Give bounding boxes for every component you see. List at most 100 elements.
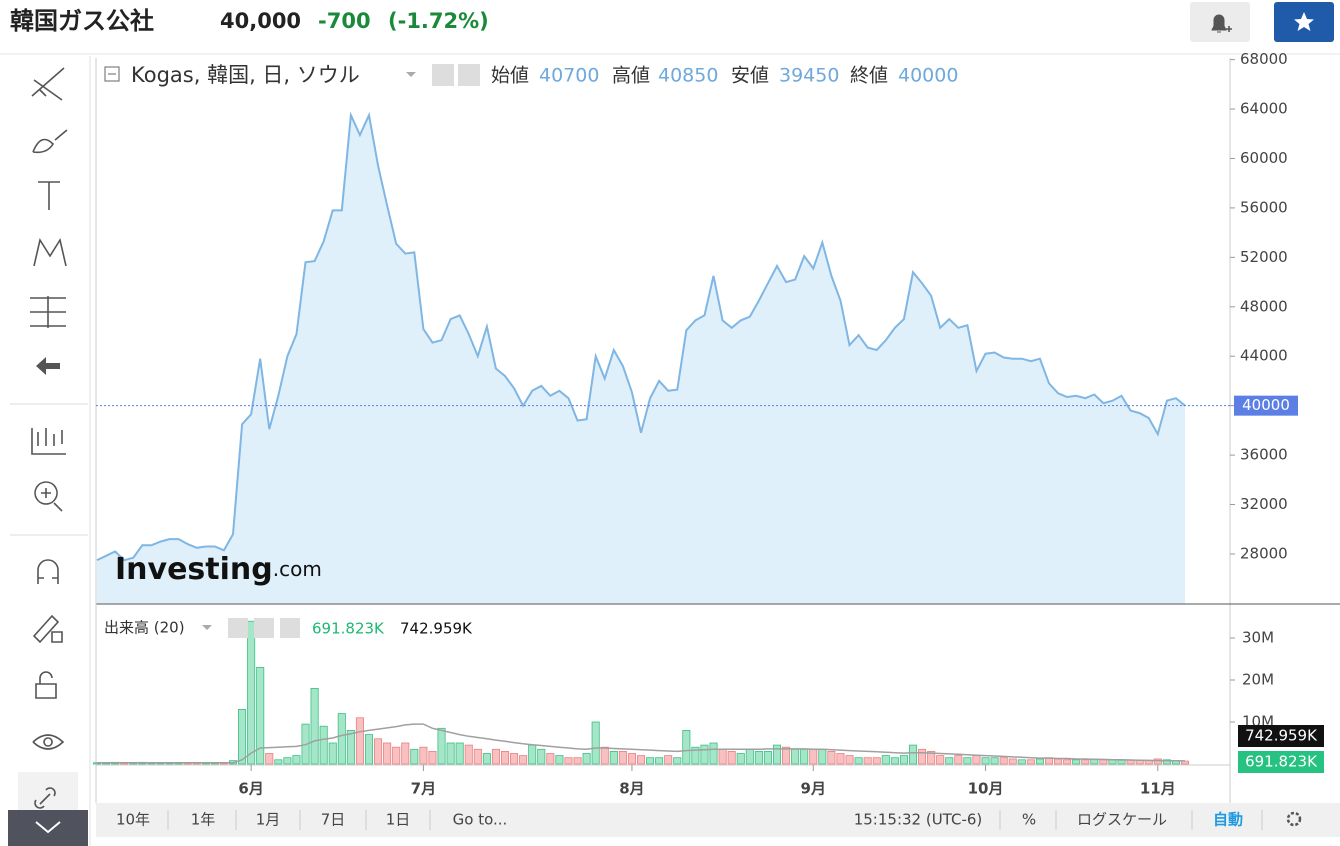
legend-eye[interactable] (432, 64, 454, 86)
volume-bar (265, 753, 274, 765)
visibility-tool[interactable] (32, 734, 65, 750)
volume-bar (1035, 758, 1044, 765)
volume-bar (800, 748, 809, 765)
toolbar-item[interactable]: 自動 (1213, 811, 1243, 829)
x-tick-label: 8月 (619, 780, 644, 798)
toolbar-item[interactable]: 1年 (191, 811, 216, 829)
volume-bar (392, 746, 401, 765)
toolbar-item[interactable]: Go to... (453, 811, 508, 829)
volume-bar (618, 751, 627, 765)
volume-bar (709, 742, 718, 765)
back-tool[interactable] (36, 357, 60, 375)
watchlist-button[interactable] (1274, 2, 1334, 42)
zoom-tool[interactable] (34, 481, 63, 512)
lock-drawing-tool[interactable] (32, 614, 63, 644)
y-tick-label: 68000 (1240, 50, 1288, 68)
legend-icon[interactable] (228, 618, 248, 638)
volume-bar (927, 751, 936, 765)
legend-gear[interactable] (458, 64, 480, 86)
volume-bar (754, 751, 763, 765)
volume-bar (908, 744, 918, 765)
toolbar-item[interactable]: 10年 (116, 811, 150, 829)
volume-bar (972, 755, 981, 765)
fib-tool[interactable] (30, 296, 66, 328)
volume-bar (963, 757, 972, 765)
x-tick-label: 6月 (238, 780, 263, 798)
volume-bar (582, 753, 591, 765)
volume-bar (346, 730, 355, 765)
toolbar-item[interactable]: 1日 (386, 811, 411, 829)
alert-button[interactable] (1190, 2, 1250, 42)
volume-bar (863, 757, 872, 765)
collapse-legend[interactable] (104, 66, 120, 82)
toolbar-item[interactable]: 7日 (321, 811, 346, 829)
volume-bar (1063, 759, 1072, 765)
volume-bar (673, 757, 682, 765)
volume-bar (564, 757, 573, 765)
magnet-tool[interactable] (37, 559, 59, 584)
volume-bar (337, 713, 346, 765)
ma-badge (1238, 725, 1324, 747)
volume-bar (736, 753, 745, 765)
price-line (96, 111, 1186, 562)
volume-bar (836, 753, 845, 765)
volume-bar (600, 746, 609, 765)
legend-dropdown (202, 625, 212, 630)
volume-bar (292, 755, 301, 765)
y-tick-label: 36000 (1240, 446, 1288, 464)
toolbar-item[interactable]: ログスケール (1077, 811, 1167, 829)
volume-bar (238, 709, 247, 765)
toolbar-item[interactable]: 1月 (256, 811, 281, 829)
volume-legend-value: 691.823K (312, 620, 385, 638)
volume-badge-label: 691.823K (1245, 753, 1318, 771)
toolbar-item[interactable]: 15:15:32 (UTC-6) (854, 811, 983, 829)
volume-bar (854, 757, 863, 765)
volume-bar (636, 755, 646, 765)
volume-bar (410, 748, 419, 765)
volume-bar (519, 755, 528, 765)
price-change-pct: (-1.72%) (388, 9, 489, 33)
toolbar-item[interactable]: % (1022, 811, 1036, 829)
link-tool[interactable] (34, 787, 56, 809)
volume-bar (655, 757, 664, 765)
volume-bar (872, 757, 881, 765)
volume-bar (1081, 759, 1090, 765)
volume-bar (247, 620, 256, 765)
text-tool[interactable] (38, 181, 60, 210)
indicator-tool[interactable] (31, 428, 66, 455)
x-tick-label: 9月 (801, 780, 826, 798)
collapse-button[interactable] (8, 810, 88, 846)
volume-bar (990, 757, 999, 765)
volume-badge (1238, 751, 1324, 773)
legend-close: 40000 (898, 65, 958, 87)
brush-tool[interactable] (32, 129, 68, 154)
last-price: 40,000 (220, 9, 301, 33)
volume-bar (763, 751, 772, 765)
volume-bar (455, 742, 464, 765)
y-tick-label: 30M (1242, 629, 1274, 647)
volume-bar (945, 757, 954, 765)
settings-button[interactable] (1286, 811, 1302, 827)
volume-bar (573, 757, 582, 765)
legend-icon[interactable] (254, 618, 274, 638)
moving-average-line (97, 723, 1186, 764)
volume-bar (1072, 759, 1081, 765)
volume-bar (1117, 759, 1126, 765)
y-tick-label: 60000 (1240, 149, 1288, 167)
y-tick-label: 20M (1242, 671, 1274, 689)
y-tick-label: 32000 (1240, 495, 1288, 513)
bottom-toolbar (96, 803, 1340, 837)
y-tick-label: 56000 (1240, 198, 1288, 216)
ma-legend-value: 742.959K (400, 620, 473, 638)
watermark-suffix: .com (273, 557, 322, 581)
volume-bar (1017, 759, 1026, 765)
ma-badge-label: 742.959K (1245, 727, 1318, 745)
pattern-tool[interactable] (33, 237, 67, 267)
volume-bar (791, 748, 800, 765)
volume-bar (899, 755, 908, 765)
legend-icon[interactable] (280, 618, 300, 638)
volume-bar (1162, 759, 1171, 765)
lock-tool[interactable] (35, 671, 57, 699)
volume-bar (419, 746, 428, 765)
trend-line-tool[interactable] (31, 67, 65, 101)
